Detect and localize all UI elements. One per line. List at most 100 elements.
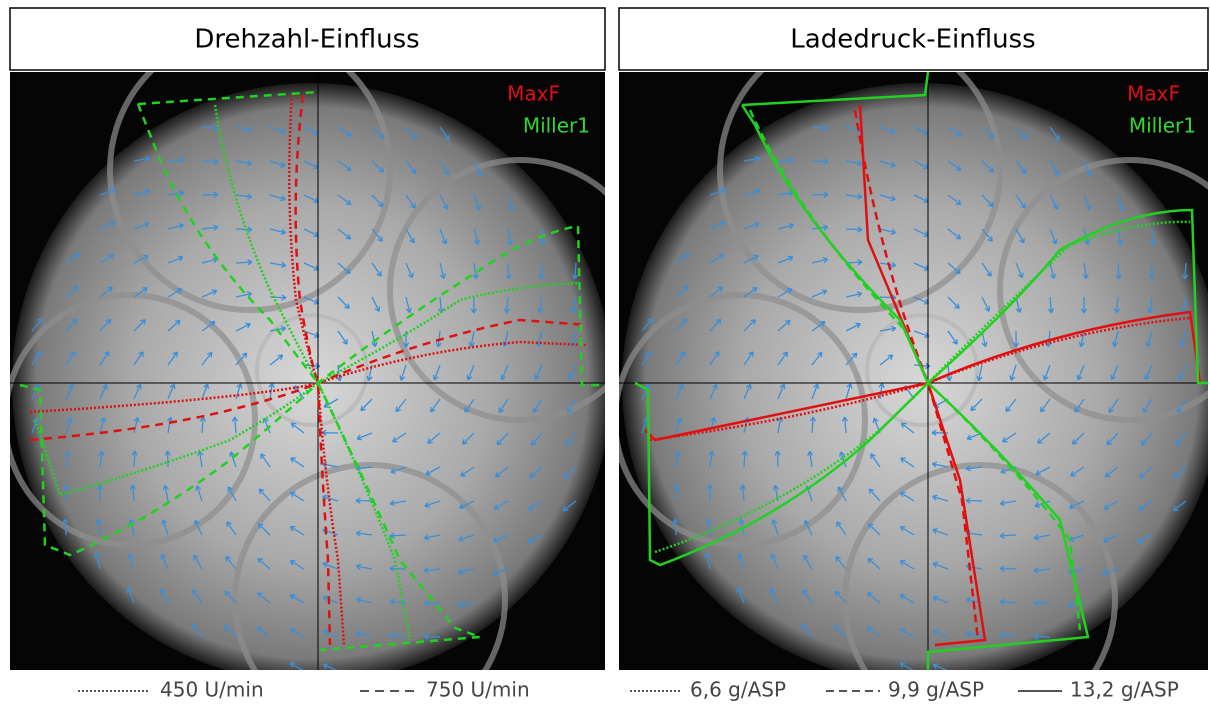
flow-arrow	[269, 261, 287, 269]
flow-arrow	[709, 221, 725, 230]
flow-arrow	[976, 364, 983, 382]
flow-arrow	[96, 484, 104, 502]
flow-arrow	[571, 262, 579, 280]
flow-arrow	[1113, 296, 1121, 314]
flow-arrow	[429, 398, 441, 413]
flow-arrow	[337, 160, 352, 171]
flow-arrow	[970, 398, 983, 412]
flow-arrow	[133, 254, 149, 264]
flow-arrow	[356, 630, 373, 638]
flow-arrow	[981, 194, 994, 208]
flow-arrow	[1102, 568, 1119, 576]
flow-arrow	[866, 626, 881, 638]
flow-arrow	[235, 193, 253, 200]
flow-arrow	[191, 623, 203, 638]
flow-arrow	[1179, 330, 1187, 347]
flow-arrow	[811, 351, 823, 366]
flow-arrow	[811, 158, 829, 165]
flow-arrow	[201, 191, 219, 198]
flow-arrow	[1074, 398, 1085, 413]
flow-arrow	[879, 160, 896, 168]
flow-arrow	[743, 155, 761, 162]
flow-arrow	[355, 597, 373, 604]
flow-arrow	[845, 383, 853, 400]
flow-arrow	[31, 350, 42, 366]
flow-arrow	[845, 352, 858, 366]
flow-arrow	[290, 422, 305, 434]
flow-arrow	[641, 350, 652, 366]
flow-arrow	[709, 318, 722, 332]
flow-arrow	[1049, 228, 1058, 245]
flow-arrow	[201, 224, 219, 231]
flow-arrow	[402, 330, 410, 348]
flow-arrow	[322, 663, 338, 670]
flow-arrow	[1033, 633, 1051, 640]
flow-arrow	[704, 552, 711, 570]
flow-arrow	[1110, 364, 1119, 381]
flow-arrow	[1178, 364, 1187, 381]
flow-arrow	[162, 484, 169, 502]
flow-arrow	[900, 457, 915, 468]
flow-arrow	[947, 228, 962, 240]
flow-arrow	[392, 432, 407, 443]
flow-arrow	[337, 262, 351, 275]
flow-arrow	[355, 530, 373, 537]
flow-arrow	[1083, 160, 1092, 177]
flow-arrow	[256, 626, 271, 638]
flow-arrow	[1145, 330, 1153, 347]
flow-arrow	[811, 289, 828, 298]
flow-arrow	[371, 262, 382, 277]
flow-arrow	[322, 595, 339, 604]
flow-arrow	[389, 632, 407, 639]
flow-arrow	[839, 451, 847, 468]
flow-arrow	[1070, 466, 1085, 477]
flow-arrow	[458, 500, 475, 509]
flow-arrow	[841, 416, 849, 434]
flow-arrow	[769, 588, 779, 604]
flow-arrow	[99, 351, 110, 366]
flow-arrow	[879, 228, 897, 235]
flow-arrow	[565, 432, 577, 446]
flow-arrow	[777, 351, 789, 366]
flow-arrow	[235, 291, 253, 298]
series-label: Miller1	[1129, 114, 1196, 138]
flow-arrow	[845, 322, 861, 332]
series-label: MaxF	[507, 82, 560, 106]
flow-arrow	[743, 188, 760, 196]
flow-arrow	[199, 416, 207, 434]
flow-arrow	[981, 296, 991, 312]
flow-arrow	[743, 221, 760, 230]
flow-arrow	[289, 491, 305, 502]
flow-arrow	[201, 351, 213, 366]
flow-arrow	[473, 194, 482, 211]
flow-arrow	[159, 588, 169, 604]
flow-arrow	[227, 486, 237, 502]
flow-arrow	[709, 253, 725, 264]
flow-arrow	[878, 382, 885, 400]
flow-arrow	[167, 319, 181, 332]
flow-arrow	[1144, 364, 1153, 381]
flow-arrow	[807, 450, 814, 468]
flow-image	[10, 72, 605, 670]
flow-arrow	[529, 466, 543, 479]
flow-arrow	[899, 560, 915, 570]
flow-arrow	[811, 383, 820, 400]
flow-arrow	[337, 330, 348, 345]
flow-arrow	[981, 228, 993, 242]
flow-arrow	[99, 221, 116, 230]
flow-arrow	[1172, 500, 1187, 512]
flow-arrow	[641, 384, 650, 400]
flow-arrow	[269, 160, 286, 168]
flow-arrow	[1148, 262, 1155, 280]
legend-label: 13,2 g/ASP	[1070, 678, 1179, 702]
flow-arrow	[947, 160, 962, 171]
flow-arrow	[777, 288, 793, 298]
flow-arrow	[473, 160, 482, 177]
flow-arrow	[99, 187, 116, 196]
flow-arrow	[131, 450, 138, 468]
flow-arrow	[405, 160, 417, 175]
flow-arrow	[439, 160, 449, 176]
flow-arrow	[947, 194, 962, 206]
flow-arrow	[1015, 126, 1028, 140]
flow-arrow	[811, 257, 828, 264]
